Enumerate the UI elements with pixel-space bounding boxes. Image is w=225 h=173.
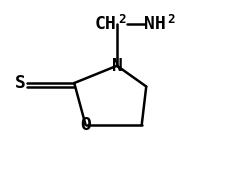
- Text: NH: NH: [144, 15, 166, 33]
- Text: S: S: [15, 74, 26, 92]
- Text: O: O: [80, 116, 91, 134]
- Text: CH: CH: [94, 15, 116, 33]
- Text: 2: 2: [118, 13, 126, 26]
- Text: 2: 2: [168, 13, 175, 26]
- Text: N: N: [112, 57, 122, 75]
